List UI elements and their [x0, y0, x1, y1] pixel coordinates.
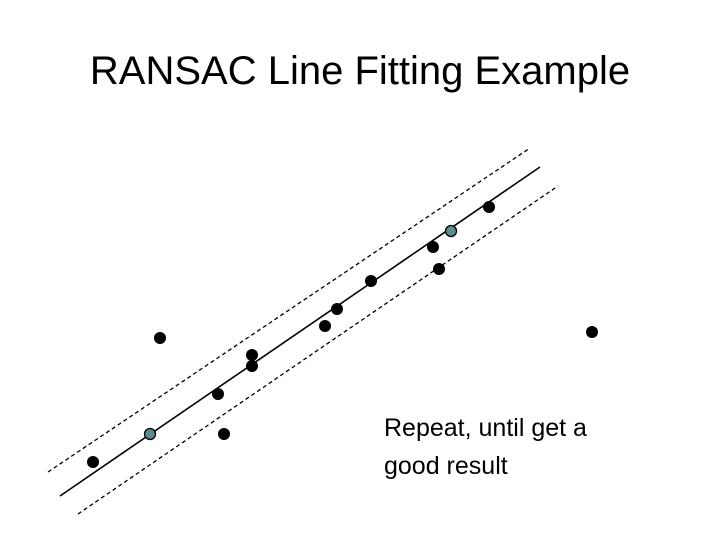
point: [319, 320, 331, 332]
point: [433, 263, 445, 275]
sample-points: [143, 224, 458, 441]
caption-line: Repeat, until get a: [384, 414, 587, 442]
sample-point: [143, 427, 157, 441]
caption-line: good result: [384, 452, 508, 480]
point: [212, 388, 224, 400]
point: [87, 456, 99, 468]
point: [246, 349, 258, 361]
lower-threshold-line: [77, 185, 559, 515]
fitted-line: [59, 166, 541, 497]
data-points: [87, 201, 598, 468]
fit-lines: [47, 147, 559, 515]
upper-threshold-line: [47, 147, 531, 473]
outlier-point: [154, 332, 166, 344]
outlier-point: [218, 428, 230, 440]
sample-point: [444, 224, 458, 238]
slide-title: RANSAC Line Fitting Example: [90, 49, 630, 93]
point: [246, 360, 258, 372]
point: [331, 303, 343, 315]
point: [427, 241, 439, 253]
point: [483, 201, 495, 213]
outlier-point: [586, 326, 598, 338]
point: [365, 275, 377, 287]
